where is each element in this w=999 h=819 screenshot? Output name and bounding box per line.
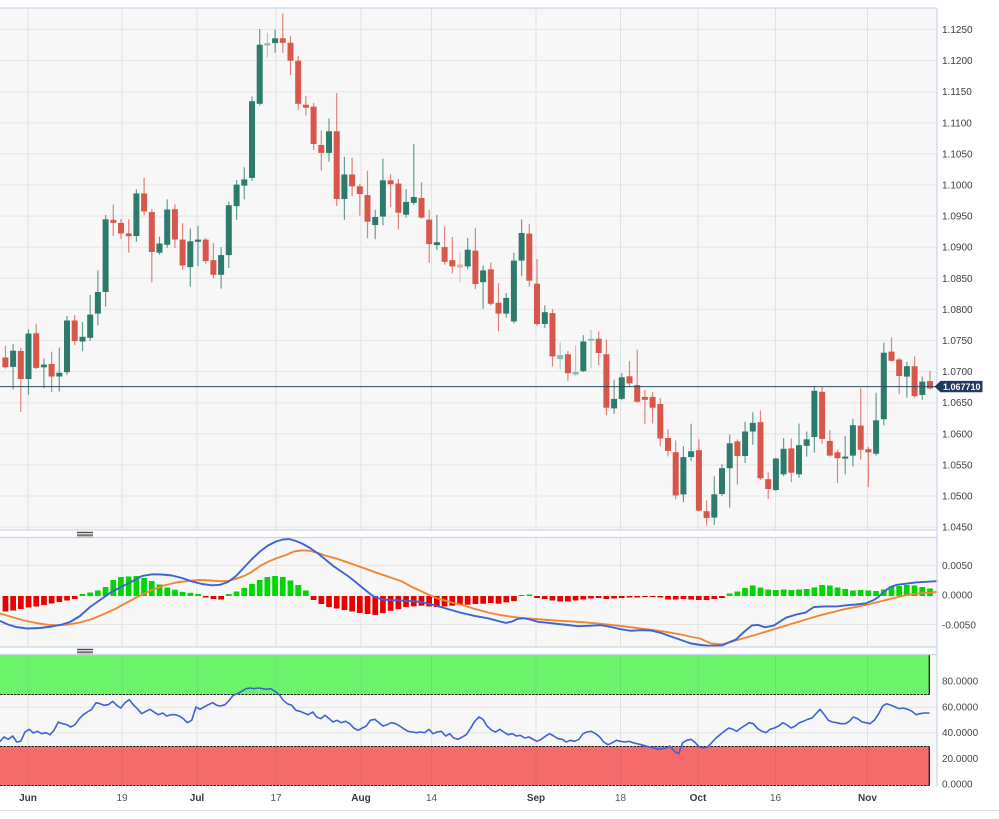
svg-text:1.1000: 1.1000 <box>942 181 973 192</box>
svg-text:Aug: Aug <box>351 793 370 804</box>
svg-text:20.0000: 20.0000 <box>942 754 979 765</box>
svg-text:-0.0050: -0.0050 <box>942 621 976 632</box>
svg-text:16: 16 <box>770 793 782 804</box>
svg-text:1.0750: 1.0750 <box>942 336 973 347</box>
svg-text:1.1250: 1.1250 <box>942 25 973 36</box>
svg-text:1.0850: 1.0850 <box>942 274 973 285</box>
svg-text:Sep: Sep <box>527 793 545 804</box>
svg-text:Jul: Jul <box>190 793 205 804</box>
svg-text:1.0550: 1.0550 <box>942 460 973 471</box>
svg-text:60.0000: 60.0000 <box>942 703 979 714</box>
svg-text:19: 19 <box>116 793 128 804</box>
svg-text:1.1050: 1.1050 <box>942 149 973 160</box>
svg-text:0.0050: 0.0050 <box>942 561 973 572</box>
svg-text:1.0950: 1.0950 <box>942 212 973 223</box>
svg-text:1.067710: 1.067710 <box>943 382 981 392</box>
svg-text:40.0000: 40.0000 <box>942 728 979 739</box>
svg-text:1.0650: 1.0650 <box>942 398 973 409</box>
svg-text:1.1200: 1.1200 <box>942 56 973 67</box>
svg-text:14: 14 <box>426 793 438 804</box>
svg-text:80.0000: 80.0000 <box>942 677 979 688</box>
svg-text:1.0450: 1.0450 <box>942 523 973 534</box>
svg-text:Nov: Nov <box>858 793 877 804</box>
svg-text:1.1150: 1.1150 <box>942 87 972 98</box>
svg-text:17: 17 <box>270 793 282 804</box>
svg-text:Jun: Jun <box>19 793 37 804</box>
svg-text:1.0900: 1.0900 <box>942 243 973 254</box>
svg-text:1.0500: 1.0500 <box>942 492 973 503</box>
svg-text:0.0000: 0.0000 <box>942 591 973 602</box>
svg-text:18: 18 <box>615 793 627 804</box>
svg-text:Oct: Oct <box>690 793 707 804</box>
svg-text:0.0000: 0.0000 <box>942 779 973 790</box>
svg-text:1.1100: 1.1100 <box>942 118 972 129</box>
svg-text:1.0800: 1.0800 <box>942 305 973 316</box>
svg-text:1.0700: 1.0700 <box>942 367 973 378</box>
svg-text:1.0600: 1.0600 <box>942 429 973 440</box>
